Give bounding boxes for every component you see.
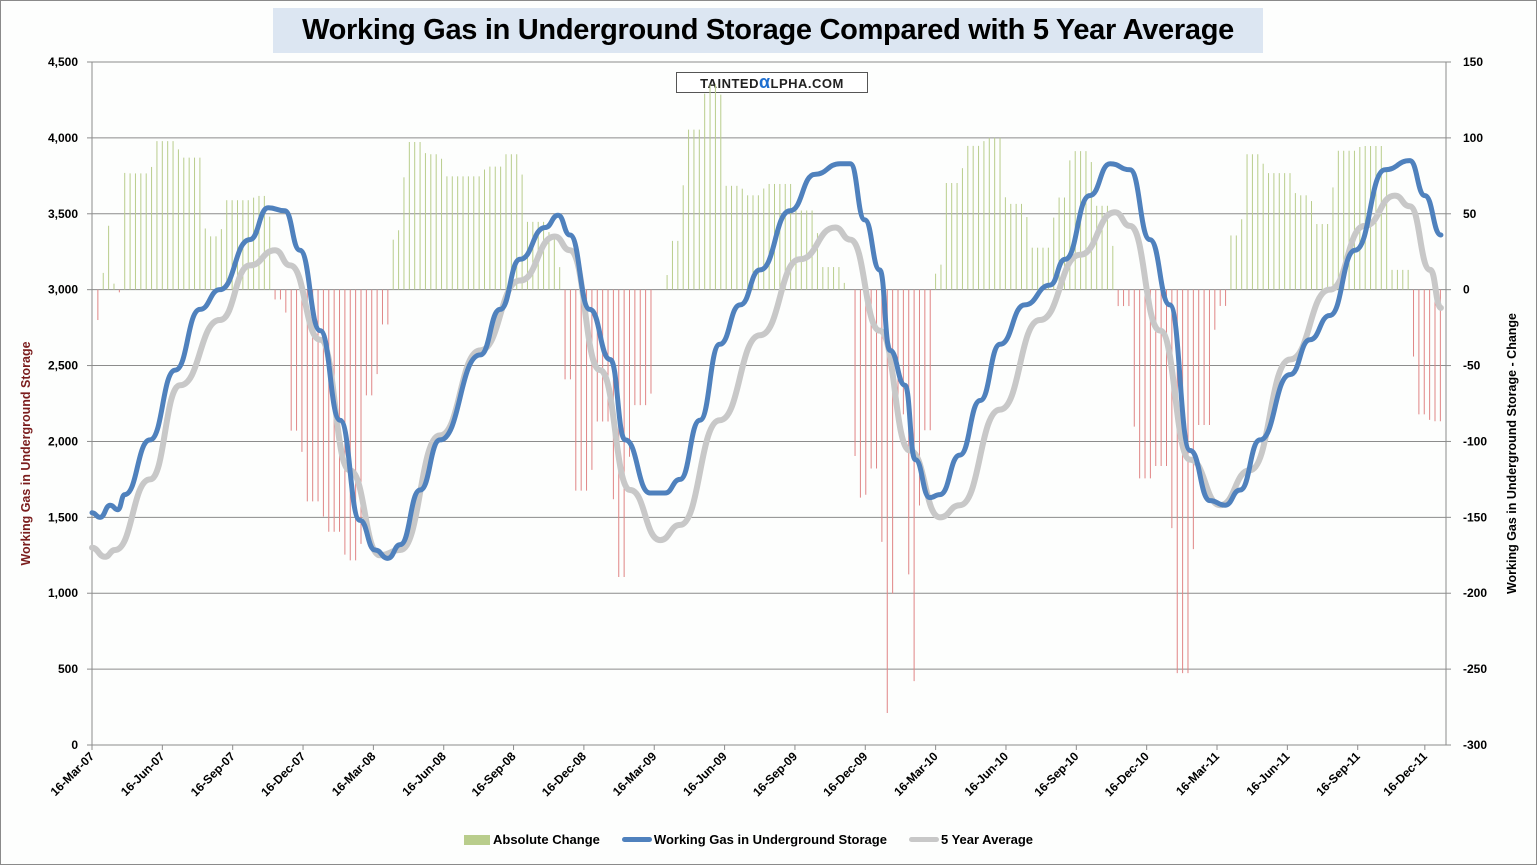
x-tick-label: 16-Sep-10 bbox=[1031, 749, 1081, 799]
x-tick-label: 16-Mar-07 bbox=[48, 749, 98, 799]
left-axis-label: Working Gas in Underground Storage bbox=[19, 341, 33, 565]
right-tick-label: -300 bbox=[1463, 738, 1487, 752]
legend: Absolute Change Working Gas in Undergrou… bbox=[464, 832, 1055, 847]
left-tick-label: 3,500 bbox=[48, 207, 78, 221]
right-tick-label: -250 bbox=[1463, 662, 1487, 676]
right-tick-label: 50 bbox=[1463, 207, 1477, 221]
legend-item-5-year-average: 5 Year Average bbox=[908, 832, 1034, 847]
legend-label: Working Gas in Underground Storage bbox=[653, 832, 887, 847]
left-tick-label: 4,500 bbox=[48, 55, 78, 69]
right-tick-label: -50 bbox=[1463, 359, 1481, 373]
x-tick-label: 16-Mar-11 bbox=[1173, 749, 1222, 798]
x-tick-label: 16-Sep-09 bbox=[750, 749, 800, 799]
right-tick-label: 150 bbox=[1463, 55, 1483, 69]
x-tick-label: 16-Sep-11 bbox=[1313, 749, 1363, 799]
x-tick-label: 16-Dec-08 bbox=[539, 749, 589, 799]
x-tick-label: 16-Jun-07 bbox=[118, 749, 168, 799]
legend-swatch-line bbox=[908, 837, 939, 842]
x-tick-label: 16-Mar-10 bbox=[891, 749, 941, 799]
legend-swatch-line bbox=[621, 837, 652, 842]
x-tick-label: 16-Sep-08 bbox=[469, 749, 519, 799]
right-tick-label: -100 bbox=[1463, 434, 1487, 448]
x-tick-label: 16-Mar-09 bbox=[610, 749, 660, 799]
left-tick-label: 500 bbox=[58, 662, 78, 676]
left-tick-label: 2,000 bbox=[48, 434, 78, 448]
x-tick-label: 16-Jun-10 bbox=[962, 749, 1012, 799]
5-year-average-line bbox=[89, 192, 1444, 560]
left-tick-label: 3,000 bbox=[48, 283, 78, 297]
x-tick-label: 16-Jun-08 bbox=[399, 749, 449, 799]
chart-title: Working Gas in Underground Storage Compa… bbox=[273, 8, 1263, 53]
left-tick-label: 2,500 bbox=[48, 359, 78, 373]
legend-swatch-bar bbox=[464, 834, 490, 845]
right-axis-label: Working Gas in Underground Storage - Cha… bbox=[1505, 313, 1519, 594]
watermark-logo: TAINTEDαLPHA.COM bbox=[676, 72, 868, 93]
legend-item-working-gas: Working Gas in Underground Storage bbox=[621, 832, 887, 847]
right-tick-label: -200 bbox=[1463, 586, 1487, 600]
legend-item-absolute-change: Absolute Change bbox=[464, 832, 600, 847]
x-tick-label: 16-Dec-07 bbox=[258, 749, 308, 799]
x-tick-label: 16-Sep-07 bbox=[188, 749, 238, 799]
left-tick-label: 0 bbox=[71, 738, 78, 752]
legend-label: 5 Year Average bbox=[940, 832, 1034, 847]
left-tick-label: 4,000 bbox=[48, 131, 78, 145]
legend-label: Absolute Change bbox=[493, 832, 600, 847]
x-tick-label: 16-Jun-11 bbox=[1243, 749, 1292, 798]
right-tick-label: 0 bbox=[1463, 283, 1470, 297]
right-tick-label: 100 bbox=[1463, 131, 1483, 145]
right-tick-label: -150 bbox=[1463, 510, 1487, 524]
x-tick-label: 16-Dec-11 bbox=[1380, 749, 1430, 799]
left-tick-label: 1,500 bbox=[48, 510, 78, 524]
x-tick-label: 16-Dec-10 bbox=[1102, 749, 1152, 799]
x-tick-label: 16-Mar-08 bbox=[329, 749, 379, 799]
left-tick-label: 1,000 bbox=[48, 586, 78, 600]
x-tick-label: 16-Jun-09 bbox=[680, 749, 730, 799]
x-tick-label: 16-Dec-09 bbox=[820, 749, 870, 799]
working-gas-in-underground-storage-line bbox=[89, 158, 1444, 561]
